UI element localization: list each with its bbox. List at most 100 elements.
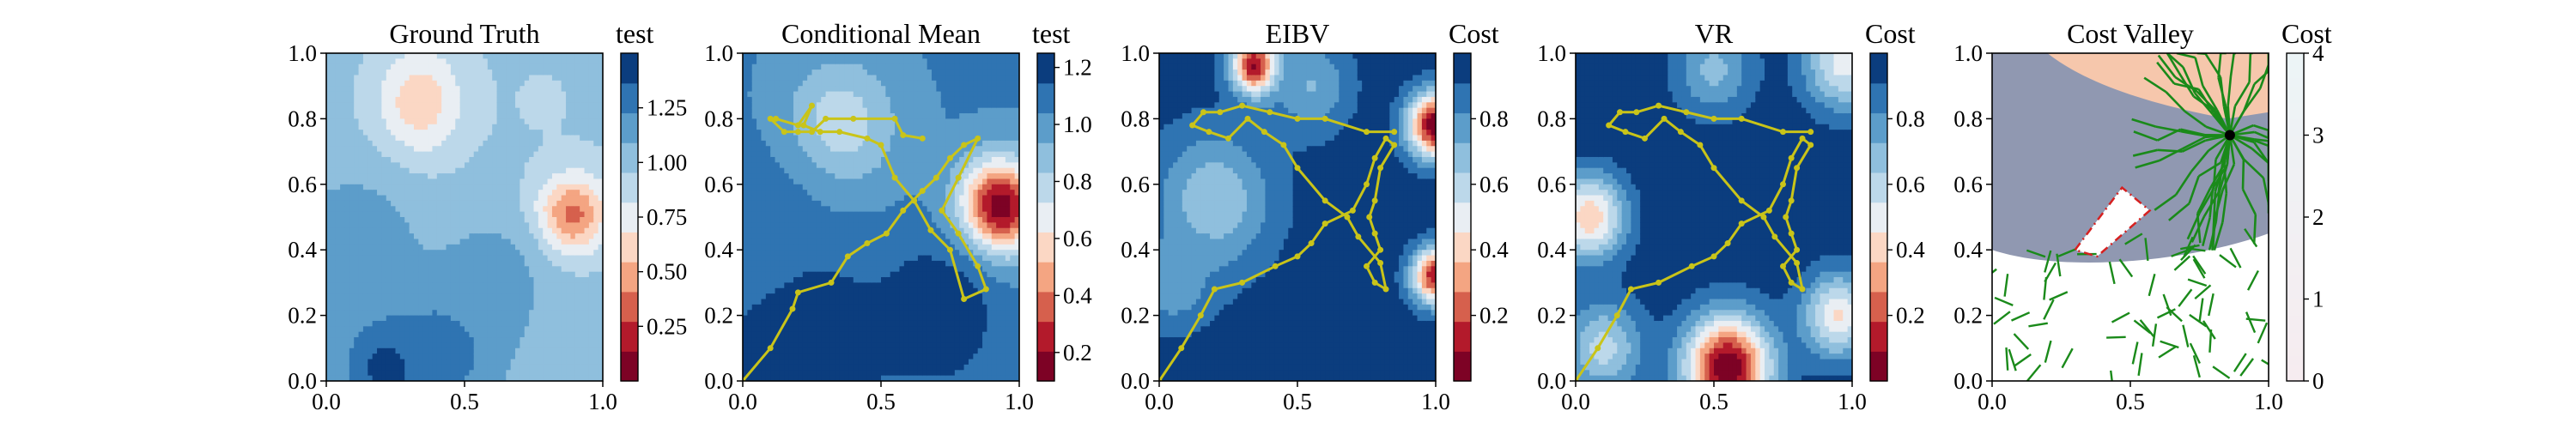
heat-cell (751, 91, 757, 98)
heat-cell (422, 299, 428, 305)
heat-cell (556, 200, 562, 207)
heat-cell (561, 217, 567, 223)
heat-cell (829, 75, 835, 82)
heat-cell (391, 162, 397, 169)
heat-cell (432, 287, 438, 294)
heat-cell (354, 63, 360, 70)
heat-cell (469, 69, 475, 76)
heat-cell (779, 293, 785, 300)
heat-cell (377, 130, 382, 136)
heat-cell (574, 342, 580, 349)
heat-cell (561, 63, 567, 70)
heat-cell (839, 124, 845, 130)
heat-cell (835, 353, 841, 360)
heat-cell (381, 130, 387, 136)
heat-cell (362, 315, 368, 322)
heat-cell (807, 167, 813, 174)
heat-cell (409, 178, 415, 185)
heat-cell (372, 146, 378, 153)
heat-cell (793, 277, 799, 283)
heat-cell (793, 162, 799, 169)
heat-cell (372, 200, 378, 207)
heat-cell (418, 135, 424, 142)
heat-cell (335, 75, 341, 82)
heat-cell (747, 250, 753, 257)
heat-cell (770, 211, 776, 218)
heat-cell (747, 244, 753, 251)
heat-cell (743, 320, 748, 327)
heat-cell (543, 222, 549, 229)
heat-cell (543, 75, 549, 82)
heat-cell (422, 190, 428, 196)
heat-cell (747, 375, 753, 381)
heat-cell (335, 299, 341, 305)
heat-cell (340, 206, 346, 213)
heat-cell (825, 113, 831, 119)
heat-cell (515, 80, 520, 87)
heat-cell (798, 167, 804, 174)
heat-cell (807, 113, 813, 119)
heat-cell (533, 130, 539, 136)
heat-cell (446, 113, 452, 119)
heat-cell (335, 130, 341, 136)
heat-cell (455, 233, 461, 240)
heat-cell (788, 91, 794, 98)
heat-cell (756, 293, 762, 300)
heat-cell (770, 140, 776, 147)
heat-cell (395, 162, 401, 169)
heat-cell (551, 86, 557, 93)
heat-cell (441, 113, 447, 119)
heat-cell (788, 69, 794, 76)
heat-cell (377, 107, 382, 114)
heat-cell (340, 326, 346, 333)
heat-cell (515, 130, 520, 136)
heat-cell (538, 118, 544, 125)
heat-cell (469, 315, 475, 322)
heat-cell (543, 53, 549, 59)
heat-cell (326, 80, 331, 87)
heat-cell (821, 86, 827, 93)
heat-cell (561, 364, 567, 371)
heat-cell (326, 326, 331, 333)
heat-cell (478, 342, 484, 349)
heat-cell (751, 195, 757, 202)
heat-cell (566, 69, 572, 76)
heat-cell (473, 102, 479, 109)
heat-cell (381, 299, 387, 305)
heat-cell (409, 364, 415, 371)
heat-cell (349, 86, 355, 93)
heat-cell (761, 364, 767, 371)
heat-cell (492, 140, 498, 147)
heat-cell (368, 227, 374, 234)
heat-cell (784, 102, 790, 109)
heat-cell (538, 200, 544, 207)
heat-cell (413, 146, 419, 153)
heat-cell (533, 331, 539, 338)
heat-cell (354, 135, 360, 142)
heat-cell (761, 244, 767, 251)
heat-cell (570, 118, 576, 125)
heat-cell (835, 151, 841, 158)
heat-cell (391, 200, 397, 207)
heat-cell (422, 304, 428, 311)
heat-cell (765, 293, 771, 300)
heat-cell (377, 184, 382, 190)
heat-cell (593, 222, 599, 229)
heat-cell (519, 315, 526, 322)
heat-cell (547, 69, 553, 76)
heat-cell (839, 239, 845, 245)
heat-cell (529, 250, 535, 257)
heat-cell (584, 200, 590, 207)
heat-cell (825, 353, 831, 360)
heat-cell (779, 184, 785, 190)
heat-cell (821, 63, 827, 70)
heat-cell (593, 315, 599, 322)
heat-cell (574, 304, 580, 311)
heat-cell (404, 239, 410, 245)
heat-cell (580, 107, 586, 114)
heat-cell (574, 250, 580, 257)
heat-cell (751, 233, 757, 240)
heat-cell (418, 370, 424, 377)
heat-cell (751, 113, 757, 119)
heat-cell (751, 107, 757, 114)
